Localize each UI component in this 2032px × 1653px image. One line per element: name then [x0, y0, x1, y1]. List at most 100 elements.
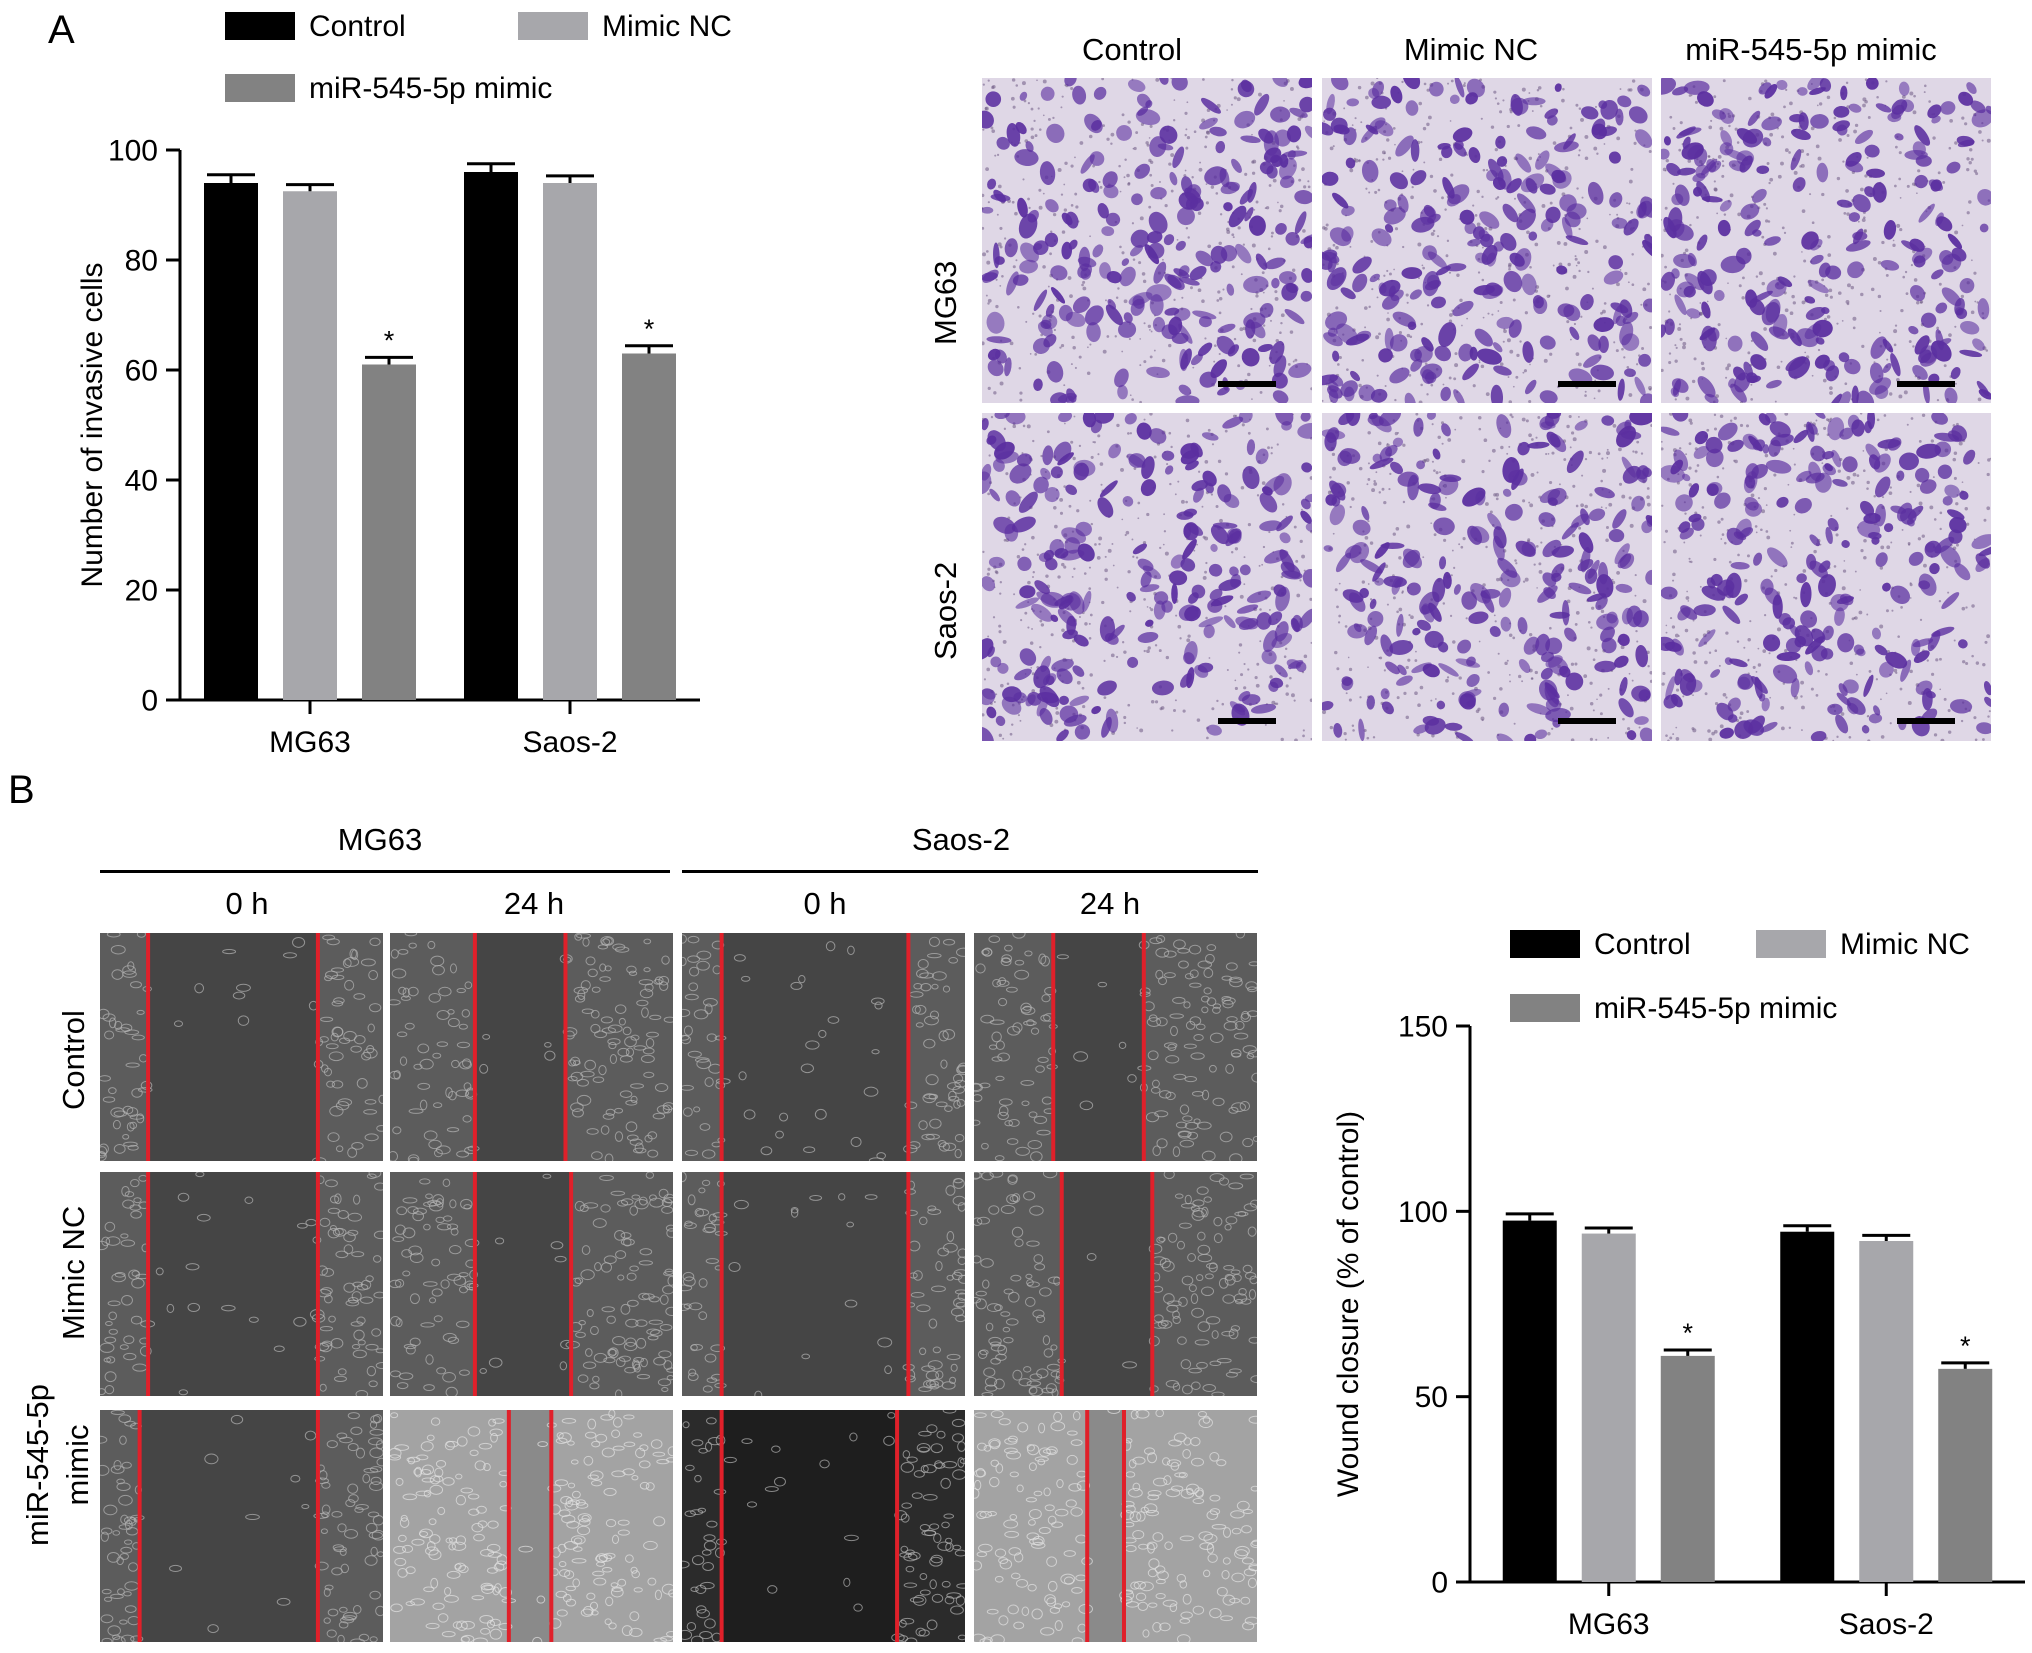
stained-cell — [1696, 234, 1708, 251]
stained-cell — [1724, 148, 1749, 162]
stained-cell — [1018, 491, 1038, 513]
stained-cell — [1384, 224, 1394, 233]
membrane-pore — [1669, 736, 1673, 740]
membrane-pore — [993, 391, 997, 395]
stained-cell — [1827, 518, 1839, 532]
cell-outline — [376, 1124, 383, 1132]
membrane-pore — [1139, 216, 1144, 221]
stained-cell — [1097, 497, 1114, 518]
stained-cell — [1539, 390, 1558, 403]
stained-cell — [1343, 127, 1357, 146]
stained-cell — [1040, 86, 1055, 101]
stained-cell — [1383, 207, 1406, 225]
stained-cell — [1335, 552, 1352, 573]
membrane-pore — [1648, 149, 1652, 154]
membrane-pore — [1402, 443, 1406, 447]
membrane-pore — [1281, 503, 1285, 506]
membrane-pore — [1123, 715, 1127, 719]
membrane-pore — [1358, 159, 1361, 162]
membrane-pore — [1821, 278, 1825, 282]
cell-outline — [955, 1314, 965, 1323]
membrane-pore — [1242, 243, 1245, 246]
stained-cell — [1183, 652, 1195, 665]
cell-outline — [591, 986, 601, 993]
cell-outline — [392, 1236, 405, 1242]
membrane-pore — [1206, 130, 1210, 134]
stained-cell — [1844, 358, 1861, 375]
membrane-pore — [1407, 658, 1411, 662]
stained-cell — [1044, 486, 1060, 503]
membrane-pore — [1919, 618, 1923, 621]
cell-outline — [626, 1272, 637, 1281]
membrane-pore — [1752, 665, 1756, 669]
stained-cell — [1811, 628, 1826, 644]
membrane-pore — [1618, 482, 1623, 486]
membrane-pore — [1867, 739, 1871, 741]
membrane-pore — [1142, 541, 1147, 545]
stained-cell — [1796, 573, 1807, 584]
membrane-pore — [1137, 517, 1140, 520]
cell-outline — [327, 1227, 340, 1239]
stained-cell — [1178, 604, 1199, 621]
membrane-pore — [1437, 435, 1441, 440]
cell-outline — [327, 1207, 341, 1214]
membrane-pore — [1977, 397, 1982, 402]
stained-cell — [1500, 233, 1517, 251]
wound-group-label-mg63: MG63 — [337, 822, 423, 857]
membrane-pore — [1968, 161, 1972, 165]
cell-outline — [629, 1205, 639, 1216]
stained-cell — [1827, 417, 1845, 441]
cell-outline — [693, 1106, 701, 1113]
stained-cell — [1444, 722, 1463, 731]
cell-outline — [1235, 933, 1246, 939]
membrane-pore — [1678, 148, 1682, 152]
membrane-pore — [1139, 364, 1142, 367]
cell-outline — [463, 1082, 472, 1091]
membrane-pore — [1463, 82, 1466, 85]
membrane-pore — [1564, 166, 1569, 171]
membrane-pore — [1019, 391, 1023, 395]
stained-cell — [1594, 486, 1615, 499]
membrane-pore — [1717, 155, 1722, 159]
membrane-pore — [1816, 104, 1819, 107]
membrane-pore — [994, 154, 997, 157]
stained-cell — [1845, 240, 1871, 252]
membrane-pore — [1197, 211, 1202, 215]
membrane-pore — [1746, 710, 1750, 713]
membrane-pore — [1572, 484, 1576, 488]
cell-outline — [922, 1093, 937, 1104]
membrane-pore — [1098, 542, 1101, 546]
membrane-pore — [1512, 636, 1516, 640]
stained-cell — [1691, 517, 1705, 531]
stained-cell — [1128, 453, 1146, 468]
scale-bar — [1558, 718, 1616, 724]
cell-outline — [232, 991, 246, 1000]
membrane-pore — [1511, 415, 1514, 419]
membrane-pore — [1522, 371, 1525, 374]
membrane-pore — [1986, 506, 1991, 511]
membrane-pore — [1513, 197, 1516, 200]
cell-outline — [1122, 1361, 1138, 1369]
membrane-pore — [1852, 326, 1856, 330]
stained-cell — [1018, 213, 1038, 239]
stained-cell — [1729, 658, 1748, 668]
membrane-pore — [1851, 617, 1855, 621]
membrane-pore — [1522, 580, 1526, 583]
membrane-pore — [1435, 471, 1439, 475]
membrane-pore — [1763, 327, 1767, 331]
membrane-pore — [1597, 389, 1601, 393]
membrane-pore — [1866, 613, 1869, 616]
cell-outline — [331, 1000, 344, 1007]
membrane-pore — [1842, 160, 1845, 163]
stained-cell — [1912, 364, 1928, 380]
membrane-pore — [1291, 268, 1296, 272]
membrane-pore — [1528, 501, 1531, 504]
membrane-pore — [1971, 604, 1975, 608]
membrane-pore — [1458, 676, 1462, 680]
stained-cell — [1487, 512, 1502, 531]
cell-outline — [585, 1348, 593, 1357]
cell-outline — [328, 1315, 336, 1323]
membrane-pore — [1863, 229, 1867, 234]
membrane-pore — [1713, 413, 1717, 417]
membrane-pore — [1694, 469, 1698, 473]
